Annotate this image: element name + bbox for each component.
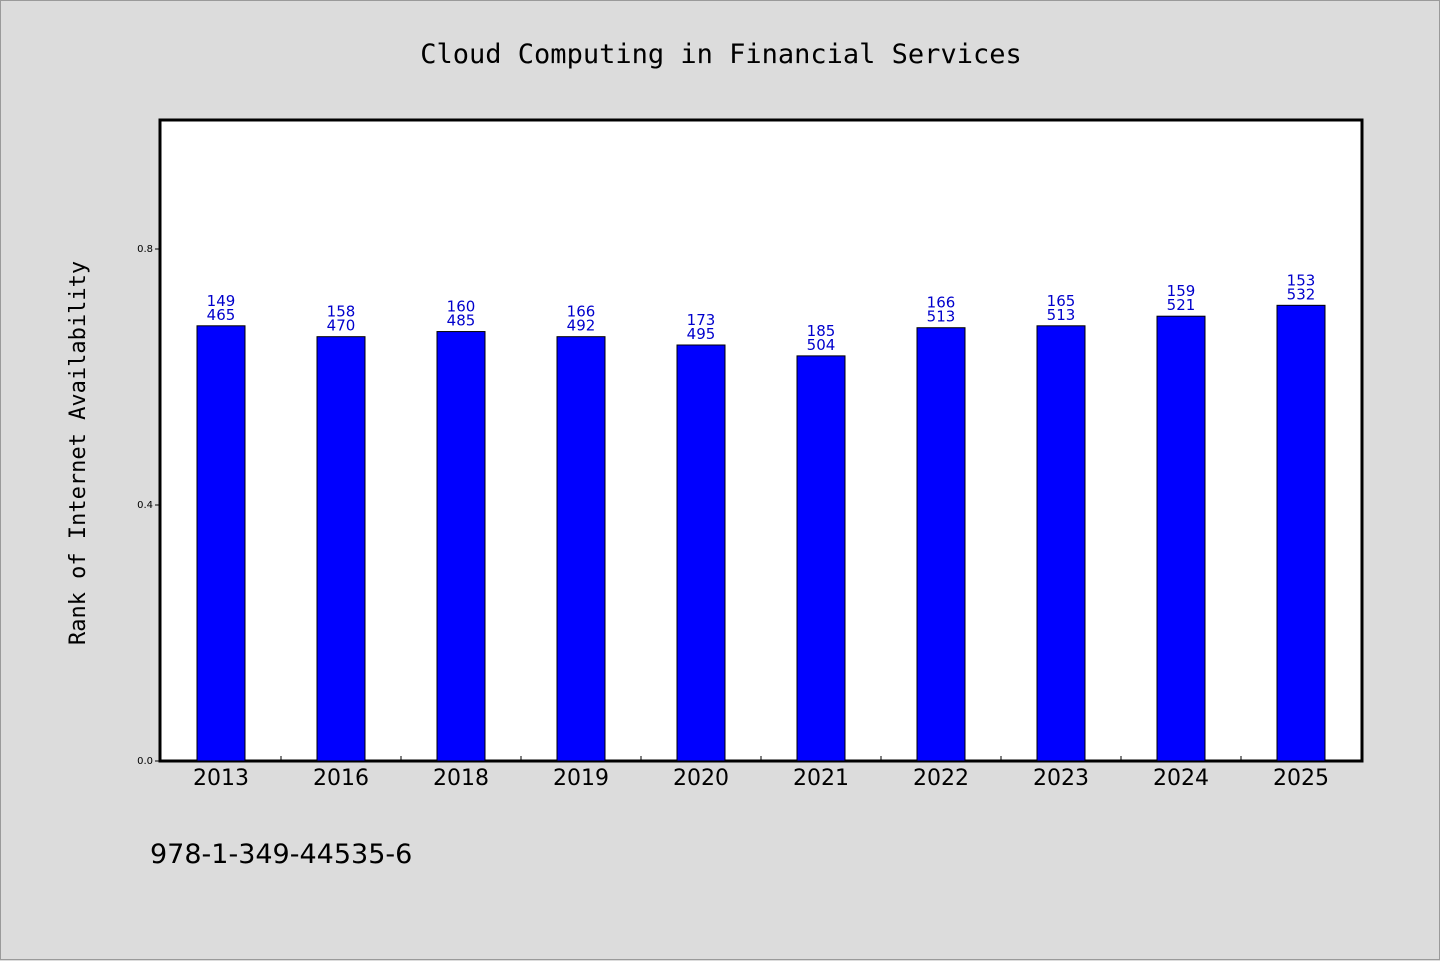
x-tick-label-2018: 2018 <box>433 766 489 791</box>
y-axis-label: Rank of Internet Availability <box>66 261 91 645</box>
y-tick-label-0.8: 0.8 <box>137 244 153 255</box>
data-label-2013-2: 465 <box>207 306 236 324</box>
data-label-2023-1: 165 <box>1047 292 1076 310</box>
data-label-2021-1: 185 <box>807 322 836 340</box>
data-label-2025-1: 153 <box>1287 271 1316 289</box>
bar-2021 <box>796 355 846 762</box>
bars-group <box>196 304 1326 762</box>
bar-2013 <box>196 325 246 762</box>
x-tick-label-2023: 2023 <box>1033 766 1089 791</box>
bar-2024 <box>1156 315 1206 762</box>
data-label-2016-1: 158 <box>327 303 356 321</box>
x-tick-label-2020: 2020 <box>673 766 729 791</box>
x-tick-label-2016: 2016 <box>313 766 369 791</box>
bar-2019 <box>556 336 606 762</box>
y-tick-label-0.4: 0.4 <box>137 500 153 511</box>
data-label-2018-2: 485 <box>447 312 476 330</box>
bar-2016 <box>316 336 366 762</box>
x-tick-label-2024: 2024 <box>1153 766 1209 791</box>
data-label-2013-1: 149 <box>207 292 236 310</box>
data-label-2022-1: 166 <box>927 294 956 312</box>
x-tick-label-2013: 2013 <box>193 766 249 791</box>
axis-ticks-group: 2013 2016 2018 2019 2020 2021 2022 2023 2024 2025… <box>137 244 1329 791</box>
x-tick-label-2025: 2025 <box>1273 766 1329 791</box>
isbn-footer: 978-1-349-44535-6 <box>150 839 412 870</box>
x-tick-label-2021: 2021 <box>793 766 849 791</box>
data-label-2018-1: 160 <box>447 298 476 316</box>
bar-2020 <box>676 344 726 762</box>
data-label-2024-1: 159 <box>1167 282 1196 300</box>
data-label-2016-2: 470 <box>327 317 356 335</box>
data-label-2024-2: 521 <box>1167 296 1196 314</box>
data-label-2022-2: 513 <box>927 308 956 326</box>
data-label-2019-1: 166 <box>567 303 596 321</box>
bar-2025 <box>1276 304 1326 762</box>
data-label-2021-2: 504 <box>807 336 836 354</box>
data-label-2025-2: 532 <box>1287 285 1316 303</box>
data-label-2019-2: 492 <box>567 317 596 335</box>
chart-title: Cloud Computing in Financial Services <box>420 39 1021 70</box>
x-tick-label-2022: 2022 <box>913 766 969 791</box>
y-tick-label-0.0: 0.0 <box>137 756 153 767</box>
bar-2022 <box>916 327 966 762</box>
data-label-2023-2: 513 <box>1047 306 1076 324</box>
bar-2018 <box>436 331 486 762</box>
bar-2023 <box>1036 325 1086 762</box>
x-tick-label-2019: 2019 <box>553 766 609 791</box>
data-label-2020-2: 495 <box>687 325 716 343</box>
data-label-2020-1: 173 <box>687 311 716 329</box>
